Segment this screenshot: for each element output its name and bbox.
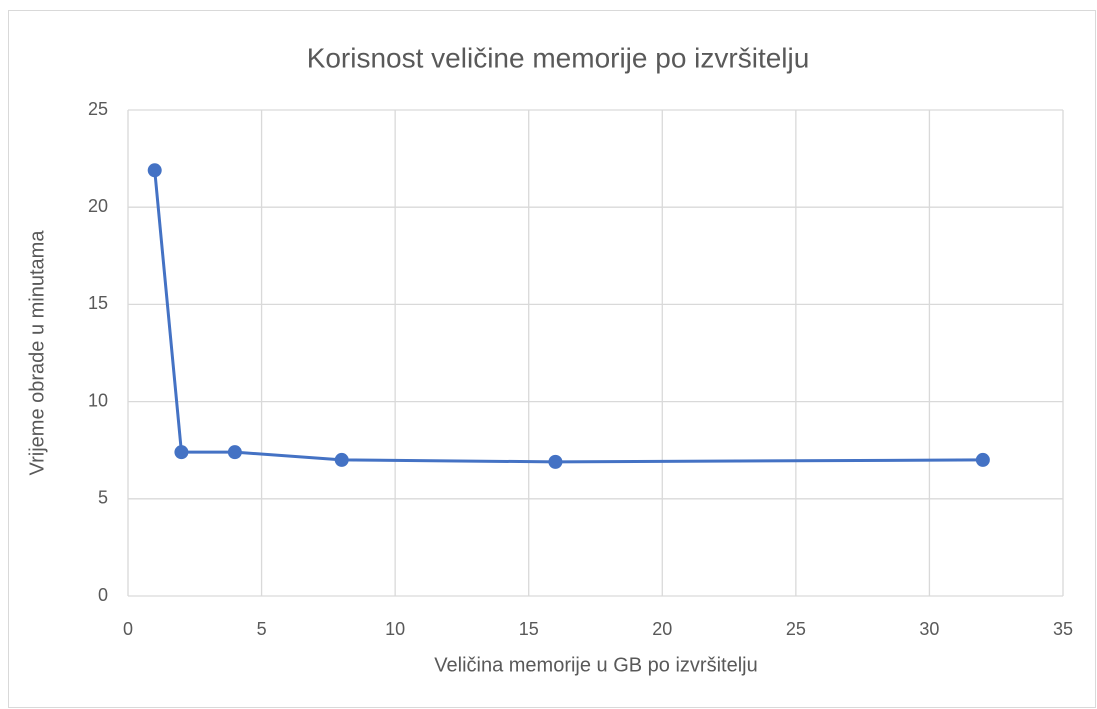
x-axis-label: Veličina memorije u GB po izvršitelju xyxy=(434,654,757,676)
chart-border xyxy=(8,10,1096,708)
chart-title: Korisnost veličine memorije po izvršitel… xyxy=(307,42,810,73)
y-tick-label: 15 xyxy=(88,293,108,313)
y-tick-label: 20 xyxy=(88,196,108,216)
x-tick-label: 5 xyxy=(257,619,267,639)
data-point xyxy=(227,445,242,460)
data-point xyxy=(334,452,349,467)
x-tick-label: 15 xyxy=(519,619,539,639)
x-tick-label: 20 xyxy=(652,619,672,639)
series-line xyxy=(153,170,983,464)
y-tick-label: 5 xyxy=(98,488,108,508)
y-tick-label: 25 xyxy=(88,99,108,119)
x-tick-label: 30 xyxy=(919,619,939,639)
y-tick-label: 10 xyxy=(88,390,108,410)
x-tick-label: 0 xyxy=(123,619,133,639)
y-tick-label: 0 xyxy=(98,585,108,605)
data-point xyxy=(975,452,990,467)
data-point xyxy=(174,445,189,460)
x-tick-label: 10 xyxy=(385,619,405,639)
y-axis-label: Vrijeme obrade u minutama xyxy=(26,230,48,476)
data-point xyxy=(548,454,563,469)
x-tick-label: 25 xyxy=(786,619,806,639)
data-point xyxy=(147,163,162,178)
x-tick-label: 35 xyxy=(1053,619,1073,639)
